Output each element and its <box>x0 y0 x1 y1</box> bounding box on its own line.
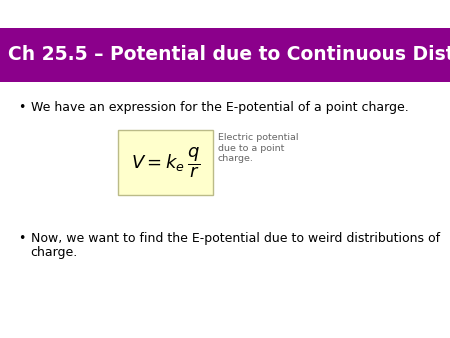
Text: charge.: charge. <box>31 246 78 259</box>
Text: Electric potential
due to a point
charge.: Electric potential due to a point charge… <box>217 134 298 163</box>
Text: Ch 25.5 – Potential due to Continuous Distribution: Ch 25.5 – Potential due to Continuous Di… <box>8 46 450 65</box>
Text: We have an expression for the E-potential of a point charge.: We have an expression for the E-potentia… <box>31 101 408 115</box>
FancyBboxPatch shape <box>118 130 213 195</box>
Text: $V = k_e\,\dfrac{q}{r}$: $V = k_e\,\dfrac{q}{r}$ <box>131 145 200 180</box>
Text: •: • <box>18 232 25 245</box>
Bar <box>0 28 450 82</box>
Text: •: • <box>18 101 25 115</box>
Text: Now, we want to find the E-potential due to weird distributions of: Now, we want to find the E-potential due… <box>31 232 440 245</box>
